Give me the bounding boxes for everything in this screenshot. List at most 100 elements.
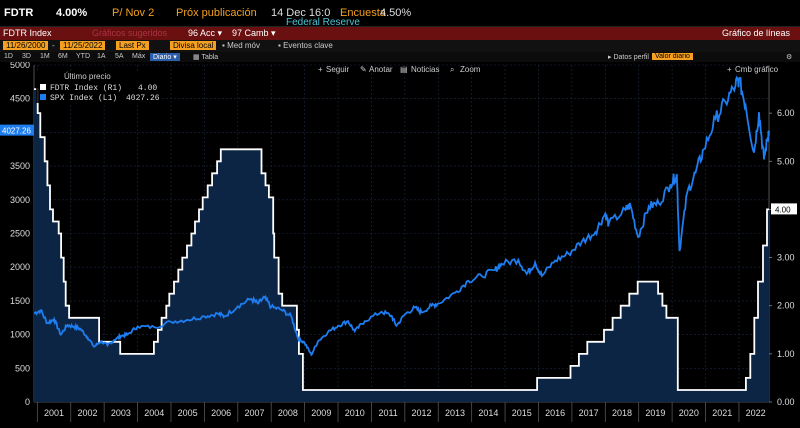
ticker[interactable]: FDTR — [4, 7, 34, 19]
table-icon: ▦ — [193, 54, 200, 61]
index-field[interactable]: FDTR Index — [3, 28, 52, 38]
period-6m[interactable]: 6M — [58, 53, 68, 60]
moving-average-label: Med móv — [227, 41, 260, 50]
acc-menu[interactable]: 96 Acc ▾ — [188, 28, 222, 39]
key-events-label: Eventos clave — [283, 41, 333, 50]
last-date: P/ Nov 2 — [112, 7, 155, 19]
data-profile-select[interactable]: Valor diario — [652, 53, 693, 60]
period-1m[interactable]: 1M — [40, 53, 50, 60]
x-tick-label: 2009 — [311, 408, 331, 418]
period-ytd[interactable]: YTD — [76, 53, 90, 60]
left-tick-label: 4500 — [10, 94, 30, 104]
x-tick-label: 2017 — [579, 408, 599, 418]
right-tick-label: 1.00 — [777, 349, 795, 359]
x-tick-label: 2011 — [378, 408, 397, 418]
current-value: 4.00% — [56, 7, 88, 19]
chevron-down-icon: ▾ — [173, 54, 177, 61]
camb-label: 97 Camb — [232, 28, 269, 38]
zoom-icon: ⌕ — [450, 65, 454, 74]
news-button[interactable]: ▤ Noticias — [400, 65, 439, 74]
start-date-input[interactable]: 11/26/2000 — [3, 41, 49, 50]
legend-spx-name: SPX Index (L1) — [50, 94, 117, 103]
arrow-right-icon: ▸ — [608, 54, 612, 61]
key-events-toggle[interactable]: ▪ Eventos clave — [278, 41, 333, 50]
frequency-select[interactable]: Diario ▾ — [150, 53, 180, 61]
right-tick-label: 0.00 — [777, 397, 795, 407]
data-profile[interactable]: ▸ Datos perfil — [608, 53, 649, 61]
range-separator: - — [52, 41, 55, 50]
fdtr-last-tag: 4.00 — [771, 203, 797, 215]
spx-series-line — [33, 75, 770, 357]
x-tick-label: 2013 — [445, 408, 465, 418]
legend-spx-value: 4027.26 — [126, 94, 160, 103]
end-date-input[interactable]: 11/25/2022 — [60, 41, 106, 50]
acc-label: 96 Acc — [188, 28, 216, 38]
zoom-button[interactable]: ⌕ Zoom — [450, 65, 481, 74]
spx-last-value: 4027.26 — [2, 127, 31, 136]
legend-header: Último precio — [64, 72, 111, 81]
related-charts[interactable]: Gráficos sugeridos — [92, 28, 168, 38]
plus-icon: + — [318, 65, 323, 74]
change-chart-label: Cmb gráfico — [735, 65, 779, 74]
period-max[interactable]: Máx — [132, 53, 146, 60]
period-1a[interactable]: 1A — [97, 53, 106, 60]
moving-average-toggle[interactable]: ▪ Med móv — [222, 41, 260, 50]
left-tick-label: 1500 — [10, 296, 30, 306]
x-axis: 2001 2002 2003 2004 2005 2006 2007 2008 2009 2010… — [36, 402, 766, 422]
x-tick-label: 2008 — [278, 408, 298, 418]
x-tick-label: 2003 — [111, 408, 131, 418]
legend-fdtr-value: 4.00 — [138, 84, 157, 93]
x-tick-label: 2001 — [44, 408, 64, 418]
period-3d[interactable]: 3D — [22, 53, 31, 60]
frequency-label: Diario — [153, 54, 172, 61]
checkbox-icon: ▪ — [278, 41, 281, 50]
survey-label: Encuesta — [340, 7, 386, 19]
x-tick-label: 2010 — [345, 408, 365, 418]
chart-area: 0500100015002000250030003500400045005000… — [0, 62, 800, 428]
table-button[interactable]: ▦ Tabla — [193, 53, 218, 61]
x-tick-label: 2014 — [478, 408, 498, 418]
annotate-button[interactable]: ✎ Anotar — [360, 65, 393, 74]
data-profile-label: Datos perfil — [613, 54, 649, 61]
next-release-date: 14 Dec 16:0 — [271, 7, 331, 19]
fdtr-series-line — [34, 88, 769, 391]
header-bar: FDTR 4.00% P/ Nov 2 Próx publicación 14 … — [0, 0, 800, 28]
next-release-label: Próx publicación — [176, 7, 257, 19]
x-tick-label: 2015 — [512, 408, 532, 418]
x-tick-label: 2022 — [746, 408, 766, 418]
legend-fdtr-name: FDTR Index (R1) — [50, 84, 122, 93]
left-tick-label: 5000 — [10, 62, 30, 70]
chevron-down-icon: ▾ — [271, 28, 276, 38]
left-tick-label: 1000 — [10, 330, 30, 340]
camb-menu[interactable]: 97 Camb ▾ — [232, 28, 276, 39]
fdtr-last-value: 4.00 — [775, 205, 791, 214]
source-label: Federal Reserve — [286, 17, 360, 28]
follow-button[interactable]: + Seguir — [318, 65, 349, 74]
gear-icon[interactable]: ⚙ — [786, 54, 793, 61]
x-tick-label: 2005 — [178, 408, 198, 418]
right-tick-label: 3.00 — [777, 253, 795, 263]
chevron-down-icon: ▾ — [217, 28, 223, 38]
spx-last-tag-box — [0, 124, 34, 136]
fdtr-last-tag-box — [771, 203, 797, 215]
legend-swatch-spx — [40, 94, 46, 100]
currency-select[interactable]: Divisa local — [170, 41, 217, 50]
zoom-label: Zoom — [460, 65, 481, 74]
checkbox-icon: ▪ — [222, 41, 225, 50]
period-1d[interactable]: 1D — [4, 53, 13, 60]
plus-icon: + — [727, 65, 732, 74]
period-5a[interactable]: 5A — [115, 53, 124, 60]
change-chart-button[interactable]: + Cmb gráfico — [727, 65, 779, 74]
right-tick-label: 6.00 — [777, 108, 795, 118]
x-tick-label: 2006 — [211, 408, 231, 418]
left-tick-label: 2000 — [10, 262, 30, 272]
left-tick-label: 2500 — [10, 229, 30, 239]
annotate-label: Anotar — [369, 65, 393, 74]
chart-type-label[interactable]: Gráfico de líneas — [721, 28, 790, 38]
field-select[interactable]: Last Px — [116, 41, 149, 50]
toolbar-range: 11/26/2000 - 11/25/2022 Last Px Divisa l… — [0, 40, 800, 52]
x-tick-label: 2016 — [545, 408, 565, 418]
right-tick-label: 2.00 — [777, 301, 795, 311]
news-icon: ▤ — [400, 65, 408, 74]
x-tick-label: 2007 — [244, 408, 264, 418]
